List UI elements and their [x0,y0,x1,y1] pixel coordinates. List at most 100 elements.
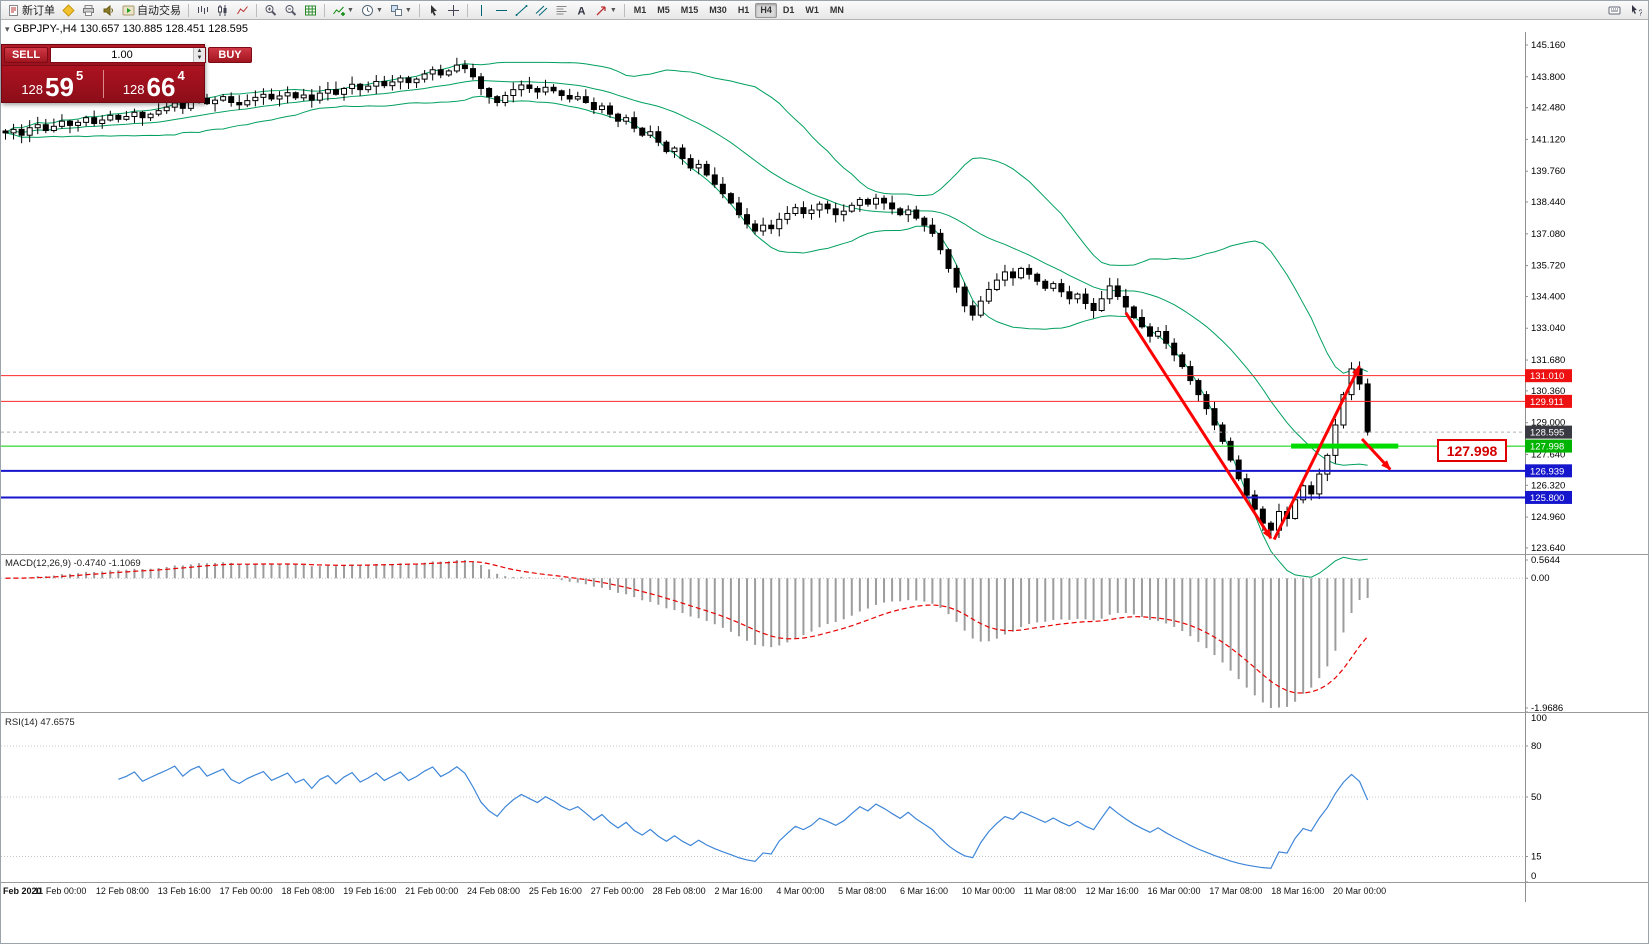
timeframe-mn[interactable]: MN [825,3,849,18]
timeframe-w1[interactable]: W1 [800,3,824,18]
rsi-line [118,765,1369,869]
cursor-button[interactable] [424,2,443,18]
svg-text:0.00: 0.00 [1531,573,1550,584]
period-button[interactable]: ▼ [358,2,386,18]
profiles-button[interactable] [59,2,78,18]
grid-icon [305,5,316,15]
svg-text:20 Mar 00:00: 20 Mar 00:00 [1333,886,1386,896]
speaker-icon [103,4,113,16]
volume-input[interactable] [51,48,193,62]
ask-point: 4 [177,68,185,83]
grid-button[interactable] [301,2,320,18]
svg-text:A: A [577,5,585,17]
bid-price[interactable]: 128 59 5 [2,66,103,102]
arrows-button[interactable]: ▼ [592,2,620,18]
chart-region: 145.160 143.800 142.480 141.120 139.760 138.4… [1,20,1649,944]
indicators-icon [333,6,345,16]
timeframe-m15[interactable]: M15 [676,3,704,18]
macd-histogram [12,560,1369,708]
macd-label: MACD(12,26,9) -0.4740 -1.1069 [5,558,141,569]
trendline-button[interactable] [512,2,531,18]
crosshair-icon [447,4,459,16]
price-tag [1525,369,1572,383]
svg-text:133.040: 133.040 [1531,323,1565,334]
svg-text:141.120: 141.120 [1531,134,1565,145]
toolbar-separator [466,3,468,17]
svg-text:24 Feb 08:00: 24 Feb 08:00 [467,886,520,896]
help-button[interactable]: ? [1626,2,1645,18]
bid-big-figure: 128 [21,82,44,97]
clock-icon [361,4,373,16]
textA-icon: A [577,5,585,17]
chart-canvas[interactable]: 145.160 143.800 142.480 141.120 139.760 138.4… [1,20,1649,944]
rsi-label: RSI(14) 47.6575 [5,717,75,728]
svg-text:123.640: 123.640 [1531,543,1565,554]
timeframe-m5[interactable]: M5 [652,3,675,18]
svg-text:28 Feb 08:00: 28 Feb 08:00 [653,886,706,896]
bid-pips: 59 [45,71,74,102]
toolbar-separator [623,3,625,17]
buy-button[interactable]: BUY [208,47,252,63]
trend-arrow[interactable] [1124,312,1273,540]
indicators-button[interactable]: ▼ [329,2,357,18]
trend-arrow[interactable] [1272,365,1361,541]
fibonacci-button[interactable] [552,2,571,18]
print-button[interactable] [79,2,98,18]
play-icon [122,5,135,15]
support-highlight-line[interactable] [1291,443,1399,449]
svg-text:145.160: 145.160 [1531,40,1565,51]
tline-icon [515,4,528,16]
ask-price[interactable]: 128 66 4 [104,66,205,102]
svg-text:127.998: 127.998 [1530,442,1564,453]
broadcast-button[interactable] [99,2,118,18]
timeframe-d1[interactable]: D1 [778,3,800,18]
svg-text:134.400: 134.400 [1531,291,1565,302]
sell-button[interactable]: SELL [4,47,48,63]
timeframe-h4[interactable]: H4 [755,2,777,18]
docking-button[interactable] [1605,2,1624,18]
new-order-button[interactable]: 新订单 [4,2,58,18]
crosshair-button[interactable] [444,2,463,18]
chart-symbol-icon: ▾ [5,23,10,34]
new-order-button-label: 新订单 [22,5,55,17]
line-chart-button[interactable] [233,2,252,18]
trade-panel-controls: SELL ▲ ▼ BUY [2,45,252,65]
svg-text:129.000: 129.000 [1531,418,1565,429]
volume-increase-button[interactable]: ▲ [194,48,205,55]
svg-text:4 Mar 00:00: 4 Mar 00:00 [776,886,824,896]
svg-text:18 Feb 08:00: 18 Feb 08:00 [281,886,334,896]
svg-text:0.5644: 0.5644 [1531,555,1560,566]
price-tag [1525,464,1572,478]
auto-trading-button[interactable]: 自动交易 [119,2,184,18]
svg-text:2 Mar 16:00: 2 Mar 16:00 [714,886,762,896]
volume-field[interactable]: ▲ ▼ [50,47,206,63]
auto-trading-button-label: 自动交易 [137,5,181,17]
channel-button[interactable] [532,2,551,18]
svg-text:10 Mar 00:00: 10 Mar 00:00 [962,886,1015,896]
candlestick-chart-button[interactable] [213,2,232,18]
svg-text:125.800: 125.800 [1530,493,1564,504]
zoom-out-button[interactable] [281,2,300,18]
templates-button[interactable]: ▼ [387,2,415,18]
zoom-in-button[interactable] [261,2,280,18]
bar-chart-button[interactable] [193,2,212,18]
timeframe-m1[interactable]: M1 [629,3,652,18]
candles-icon [218,4,227,16]
horizontal-line-button[interactable] [492,2,511,18]
volume-decrease-button[interactable]: ▼ [194,55,205,62]
timeframe-h1[interactable]: H1 [733,3,755,18]
linechart-icon [237,5,248,14]
text-button[interactable]: A [572,2,591,18]
vertical-line-button[interactable] [472,2,491,18]
fibo-icon [556,5,567,14]
trend-arrow[interactable] [1360,437,1392,471]
chevron-down-icon: ▼ [347,6,354,14]
chevron-down-icon: ▼ [404,6,412,14]
svg-text:13 Feb 16:00: 13 Feb 16:00 [158,886,211,896]
price-callout[interactable]: 127.998 [1437,439,1507,462]
toolbar-separator [418,3,420,17]
arrows-icon [596,5,606,15]
timeframe-m30[interactable]: M30 [704,3,732,18]
svg-text:128.595: 128.595 [1530,428,1564,439]
